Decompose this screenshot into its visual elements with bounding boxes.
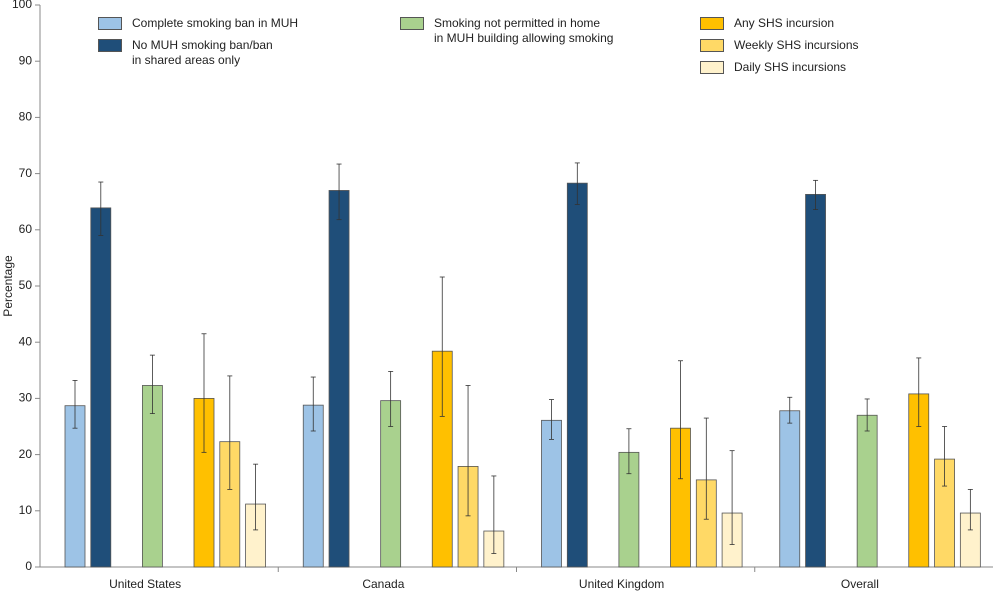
error-bar [336, 163, 342, 221]
error-bar [574, 162, 580, 205]
legend-label: Smoking not permitted in home in MUH bui… [434, 16, 614, 45]
y-tick-label: 20 [19, 447, 33, 461]
error-bar [967, 489, 973, 531]
legend-swatch [700, 39, 724, 52]
y-tick-label: 0 [25, 559, 32, 573]
legend-item: Weekly SHS incursions [700, 38, 859, 53]
x-tick-label: United States [109, 577, 181, 591]
x-tick-label: Overall [841, 577, 879, 591]
error-bar [549, 399, 554, 440]
legend-swatch [98, 17, 122, 30]
error-bar [942, 426, 948, 487]
y-tick-label: 30 [19, 391, 33, 405]
y-tick-label: 70 [19, 166, 33, 180]
legend-label: Any SHS incursion [734, 16, 835, 30]
error-bar [201, 333, 207, 453]
legend-swatch [700, 17, 724, 30]
error-bar [678, 360, 683, 480]
y-tick-label: 80 [19, 110, 33, 124]
error-bar [703, 417, 709, 520]
y-tick-label: 40 [19, 334, 33, 348]
error-bar [310, 376, 316, 432]
bar [541, 419, 562, 568]
bar [64, 405, 86, 568]
legend-swatch [700, 61, 724, 74]
error-bar [626, 428, 632, 475]
error-bar [813, 179, 819, 210]
x-tick-label: Canada [362, 577, 404, 591]
bar [805, 193, 826, 568]
error-bar [253, 463, 259, 531]
error-bar [916, 357, 922, 427]
y-tick-label: 100 [12, 0, 32, 11]
error-bar [864, 398, 870, 432]
legend-item: Complete smoking ban in MUH [98, 16, 298, 31]
y-tick-label: 10 [19, 503, 33, 517]
error-bar [491, 475, 497, 554]
error-bar [787, 396, 793, 424]
error-bar [98, 181, 104, 236]
legend-item: Daily SHS incursions [700, 60, 846, 75]
bar [90, 207, 112, 568]
error-bar [388, 371, 394, 427]
legend-swatch [98, 39, 122, 52]
y-tick-label: 50 [19, 278, 33, 292]
legend-item: Smoking not permitted in home in MUH bui… [400, 16, 613, 46]
error-bar [465, 385, 471, 517]
y-tick-label: 60 [19, 222, 33, 236]
legend-label: Daily SHS incursions [734, 60, 847, 74]
bar [856, 414, 878, 568]
legend-label: Weekly SHS incursions [734, 38, 859, 52]
error-bar [72, 380, 78, 429]
error-bar [149, 354, 155, 414]
y-axis-label: Percentage [1, 255, 15, 317]
error-bar [729, 450, 735, 545]
error-bar [439, 276, 445, 417]
bar [779, 410, 801, 568]
bar [566, 182, 588, 568]
error-bar [227, 375, 233, 490]
y-tick-label: 90 [19, 53, 33, 67]
bar [328, 190, 350, 568]
legend-item: No MUH smoking ban/ban in shared areas o… [98, 38, 273, 68]
legend-label: No MUH smoking ban/ban in shared areas o… [132, 38, 273, 67]
legend-item: Any SHS incursion [700, 16, 834, 31]
x-tick-label: United Kingdom [579, 577, 664, 591]
legend-swatch [400, 17, 424, 30]
legend-label: Complete smoking ban in MUH [132, 16, 299, 30]
